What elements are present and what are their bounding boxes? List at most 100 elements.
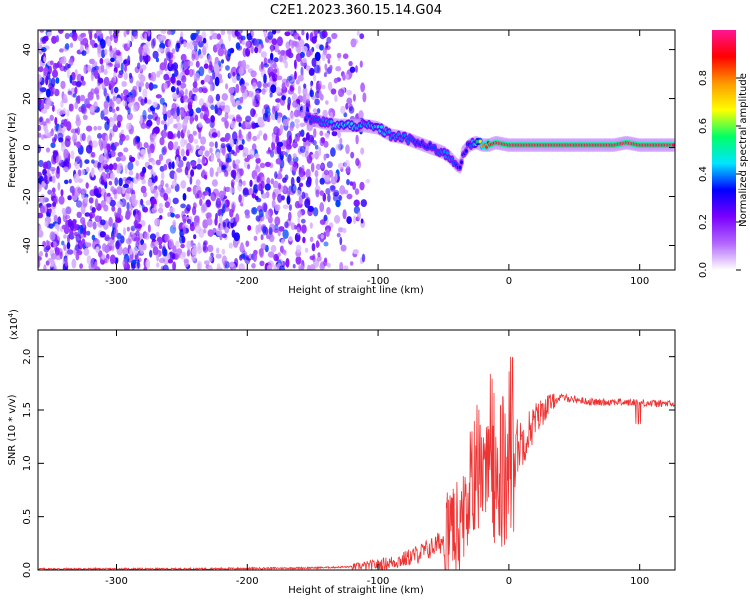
noise-blob bbox=[299, 110, 305, 119]
noise-blob bbox=[274, 43, 279, 53]
noise-blob bbox=[177, 145, 181, 151]
noise-blob bbox=[313, 30, 318, 37]
noise-blob bbox=[324, 132, 330, 138]
noise-blob bbox=[59, 251, 63, 260]
noise-blob bbox=[171, 180, 177, 187]
noise-blob bbox=[245, 115, 252, 123]
noise-blob bbox=[255, 215, 261, 222]
noise-blob bbox=[205, 190, 209, 196]
noise-blob bbox=[79, 263, 83, 269]
noise-blob bbox=[137, 62, 141, 70]
noise-blob bbox=[272, 191, 276, 201]
noise-blob bbox=[80, 33, 85, 38]
noise-blob bbox=[97, 186, 102, 194]
noise-blob bbox=[115, 49, 121, 56]
noise-blob bbox=[214, 141, 218, 149]
noise-blob bbox=[199, 37, 203, 43]
noise-blob bbox=[135, 230, 140, 237]
noise-blob bbox=[164, 233, 170, 243]
colorbar-tick-label: 0.2 bbox=[698, 214, 709, 230]
noise-blob bbox=[75, 114, 80, 122]
noise-blob bbox=[326, 262, 331, 268]
noise-blob bbox=[226, 165, 232, 172]
noise-blob bbox=[180, 203, 187, 209]
noise-blob bbox=[312, 207, 319, 217]
noise-blob bbox=[319, 44, 324, 51]
noise-blob bbox=[311, 57, 317, 67]
noise-blob bbox=[301, 45, 308, 53]
noise-blob bbox=[176, 156, 179, 166]
noise-blob bbox=[188, 133, 194, 144]
noise-blob bbox=[352, 249, 359, 255]
noise-blob bbox=[262, 82, 269, 88]
noise-blob bbox=[327, 81, 333, 91]
noise-blob bbox=[126, 226, 130, 232]
noise-blob bbox=[309, 264, 316, 270]
noise-blob bbox=[308, 48, 313, 56]
noise-blob bbox=[132, 104, 138, 112]
noise-blob bbox=[75, 253, 80, 261]
noise-blob bbox=[167, 258, 173, 264]
noise-blob bbox=[60, 122, 64, 129]
y-tick-label: 20 bbox=[22, 92, 33, 105]
noise-blob bbox=[271, 38, 278, 46]
noise-blob bbox=[274, 171, 278, 180]
noise-blob bbox=[153, 203, 158, 211]
noise-blob bbox=[301, 30, 305, 36]
noise-blob bbox=[216, 130, 221, 138]
noise-blob bbox=[104, 48, 108, 56]
noise-blob bbox=[193, 72, 200, 82]
noise-blob bbox=[197, 149, 204, 156]
noise-blob bbox=[60, 80, 66, 90]
noise-blob bbox=[321, 84, 326, 90]
noise-blob bbox=[88, 30, 92, 35]
noise-blob bbox=[292, 100, 298, 108]
noise-blob bbox=[39, 30, 45, 33]
noise-blob bbox=[170, 86, 176, 93]
noise-blob bbox=[306, 93, 310, 102]
noise-blob bbox=[301, 191, 306, 200]
noise-blob bbox=[332, 194, 339, 202]
noise-blob bbox=[64, 214, 71, 220]
noise-blob bbox=[88, 263, 95, 270]
noise-blob bbox=[133, 246, 139, 256]
noise-blob bbox=[360, 82, 365, 93]
noise-blob bbox=[125, 187, 133, 194]
noise-blob bbox=[327, 58, 331, 64]
noise-blob bbox=[289, 85, 294, 92]
noise-blob bbox=[273, 224, 279, 231]
noise-blob bbox=[266, 116, 270, 123]
noise-blob bbox=[159, 137, 165, 146]
noise-blob bbox=[109, 132, 113, 142]
noise-blob bbox=[298, 264, 305, 270]
noise-blob bbox=[142, 88, 148, 99]
noise-blob bbox=[251, 207, 258, 215]
noise-blob bbox=[147, 145, 151, 155]
noise-blob bbox=[258, 209, 264, 218]
noise-blob bbox=[235, 116, 243, 123]
noise-blob bbox=[311, 36, 317, 44]
noise-blob bbox=[221, 255, 228, 266]
noise-blob bbox=[83, 64, 87, 75]
noise-blob bbox=[207, 54, 212, 64]
colorbar-tick-label: 0.6 bbox=[698, 118, 709, 134]
snr-series-line bbox=[38, 356, 675, 570]
noise-blob bbox=[125, 122, 132, 131]
noise-blob bbox=[186, 240, 192, 250]
noise-blob bbox=[48, 223, 54, 229]
noise-blob bbox=[186, 187, 192, 192]
noise-blob bbox=[294, 136, 298, 143]
noise-blob bbox=[160, 171, 165, 180]
noise-blob bbox=[89, 213, 93, 220]
noise-blob bbox=[312, 108, 318, 113]
noise-blob bbox=[164, 201, 170, 209]
noise-blob bbox=[326, 161, 333, 169]
noise-blob bbox=[209, 167, 214, 178]
noise-blob bbox=[235, 83, 240, 94]
noise-blob bbox=[125, 134, 130, 141]
noise-blob bbox=[158, 154, 164, 162]
noise-blob bbox=[179, 36, 184, 45]
noise-blob bbox=[199, 112, 204, 120]
noise-blob bbox=[187, 60, 194, 67]
noise-blob bbox=[312, 140, 317, 146]
